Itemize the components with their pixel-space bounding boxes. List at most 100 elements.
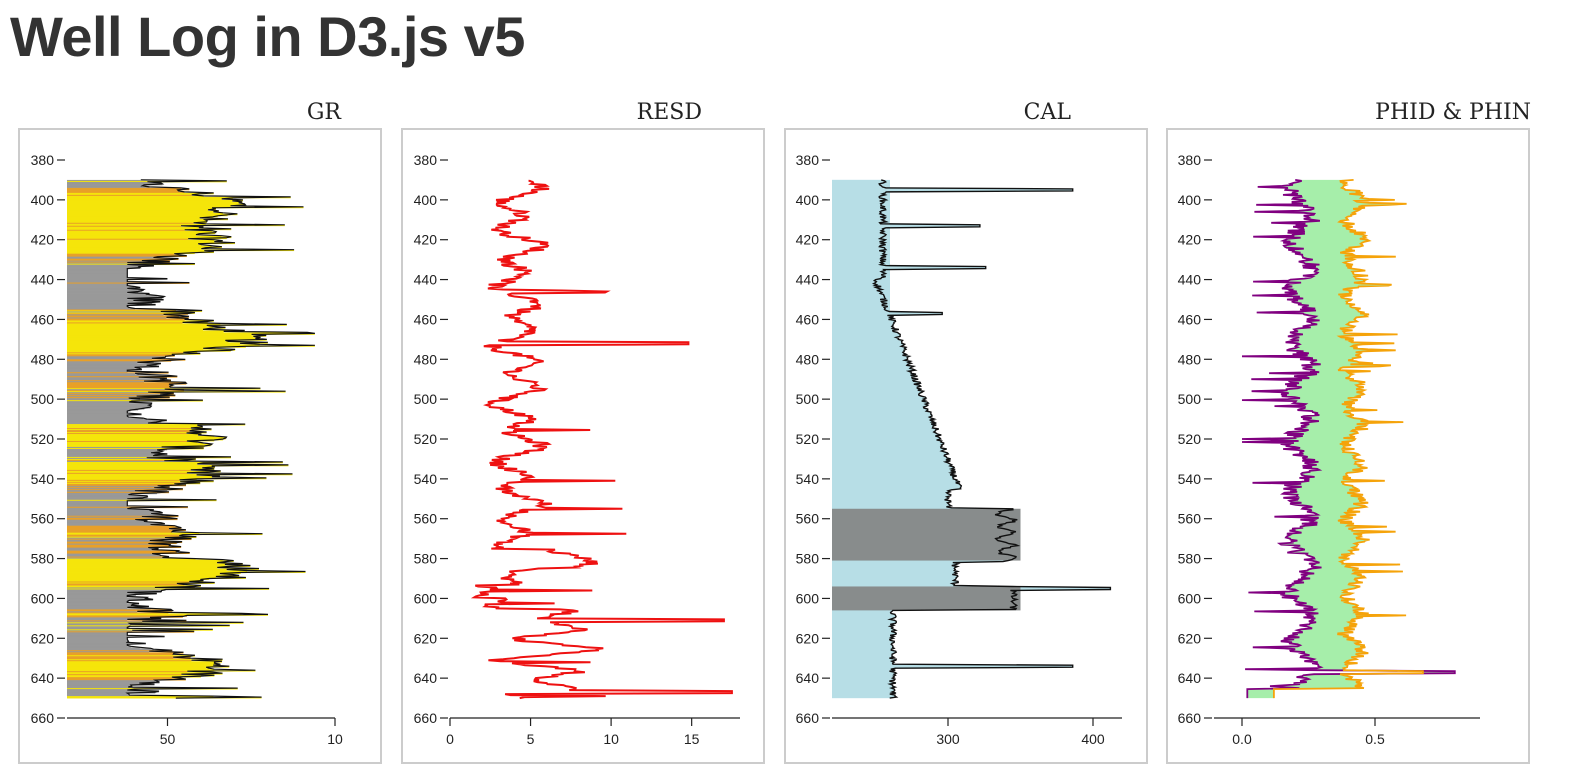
gr-fill-band	[67, 566, 228, 568]
gr-fill-band	[67, 379, 160, 381]
gr-fill-band	[67, 605, 132, 607]
gr-curve	[125, 179, 315, 699]
gr-fill-band	[67, 238, 189, 241]
gr-fill-band	[67, 697, 262, 699]
gr-fill-band	[67, 186, 150, 189]
phi-x-tick-label: 0.5	[1365, 731, 1385, 747]
gr-fill-band	[67, 667, 207, 669]
gr-fill-band	[67, 582, 215, 584]
gr-fill-band	[67, 401, 132, 403]
gr-fill-band	[67, 548, 159, 551]
gr-fill-band	[67, 574, 233, 576]
gr-fill-band	[67, 208, 216, 211]
gr-fill-band	[67, 365, 147, 367]
gr-fill-band	[67, 511, 160, 514]
gr-fill-band	[67, 371, 128, 373]
depth-tick-label: 660	[31, 710, 55, 726]
depth-tick-label: 500	[796, 391, 820, 407]
gr-fill-band	[67, 376, 178, 378]
gr-fill-band	[67, 260, 142, 263]
depth-tick-label: 480	[796, 351, 820, 367]
gr-fill-band	[67, 604, 133, 606]
gr-fill-band	[67, 512, 163, 515]
gr-fill-band	[67, 602, 128, 604]
gr-fill-band	[67, 432, 207, 434]
gr-fill-band	[67, 482, 201, 485]
gr-fill-band	[67, 294, 148, 296]
gr-fill-band	[67, 682, 160, 684]
depth-tick-label: 400	[31, 192, 55, 208]
gr-fill-band	[67, 616, 183, 618]
depth-tick-label: 560	[31, 511, 55, 527]
gr-fill-band	[67, 415, 128, 417]
gr-fill-band	[67, 491, 169, 494]
gr-fill-band	[67, 656, 191, 658]
gr-fill-band	[67, 269, 128, 272]
gr-fill-band	[67, 421, 162, 423]
gr-fill-band	[67, 322, 183, 324]
gr-fill-band	[67, 218, 229, 221]
gr-fill-band	[67, 695, 130, 697]
gr-fill-band	[67, 422, 156, 424]
gr-fill-band	[67, 669, 215, 671]
gr-fill-band	[67, 640, 128, 642]
gr-fill-band	[67, 388, 261, 390]
cal-dark-band	[832, 508, 1021, 561]
gr-fill-band	[67, 349, 236, 351]
gr-fill-band	[67, 615, 188, 617]
depth-tick-label: 560	[796, 511, 820, 527]
gr-fill-band	[67, 555, 161, 557]
gr-fill-band	[67, 468, 215, 471]
gr-fill-band	[67, 308, 135, 310]
gr-fill-band	[67, 259, 170, 262]
gr-fill-band	[67, 271, 128, 273]
gr-fill-band	[67, 439, 215, 442]
gr-fill-band	[67, 407, 151, 409]
gr-fill-band	[67, 265, 154, 268]
depth-tick-label: 600	[414, 590, 438, 606]
gr-fill-band	[67, 295, 157, 297]
gr-fill-band	[67, 528, 170, 531]
cal-curve	[871, 179, 1112, 699]
gr-fill-band	[67, 425, 198, 427]
gr-fill-band	[67, 367, 135, 369]
gr-fill-band	[67, 284, 128, 286]
gr-fill-band	[67, 539, 164, 542]
gr-fill-band	[67, 542, 177, 545]
gr-fill-band	[67, 363, 161, 365]
gr-fill-band	[67, 489, 168, 492]
gr-fill-band	[67, 188, 190, 191]
gr-fill-band	[67, 652, 184, 654]
gr-fill-band	[67, 597, 148, 599]
depth-tick-label: 420	[796, 232, 820, 248]
depth-tick-label: 440	[414, 272, 438, 288]
gr-fill-band	[67, 465, 212, 468]
gr-fill-band	[67, 463, 198, 466]
gr-fill-band	[67, 653, 174, 655]
gr-fill-band	[67, 372, 169, 374]
gr-fill-band	[67, 433, 187, 435]
gr-fill-band	[67, 278, 168, 280]
gr-fill-band	[67, 281, 128, 283]
gr-fill-band	[67, 684, 155, 686]
gr-fill-band	[67, 339, 267, 341]
gr-fill-band	[67, 500, 128, 503]
gr-fill-band	[67, 434, 202, 436]
gr-fill-band	[67, 477, 267, 480]
depth-tick-label: 540	[31, 471, 55, 487]
gr-fill-band	[67, 369, 142, 371]
gr-fill-band	[67, 585, 201, 587]
gr-fill-band	[67, 692, 156, 694]
gr-fill-band	[67, 288, 128, 290]
gr-fill-band	[67, 573, 220, 575]
gr-fill-band	[67, 543, 149, 546]
gr-fill-band	[67, 447, 204, 450]
gr-fill-band	[67, 201, 243, 204]
gr-fill-band	[67, 200, 233, 203]
gr-fill-band	[67, 392, 149, 394]
gr-fill-band	[67, 559, 223, 561]
gr-x-tick-label: 50	[160, 731, 176, 747]
gr-fill-band	[67, 443, 212, 446]
gr-fill-band	[67, 679, 186, 681]
gr-fill-band	[67, 611, 138, 613]
